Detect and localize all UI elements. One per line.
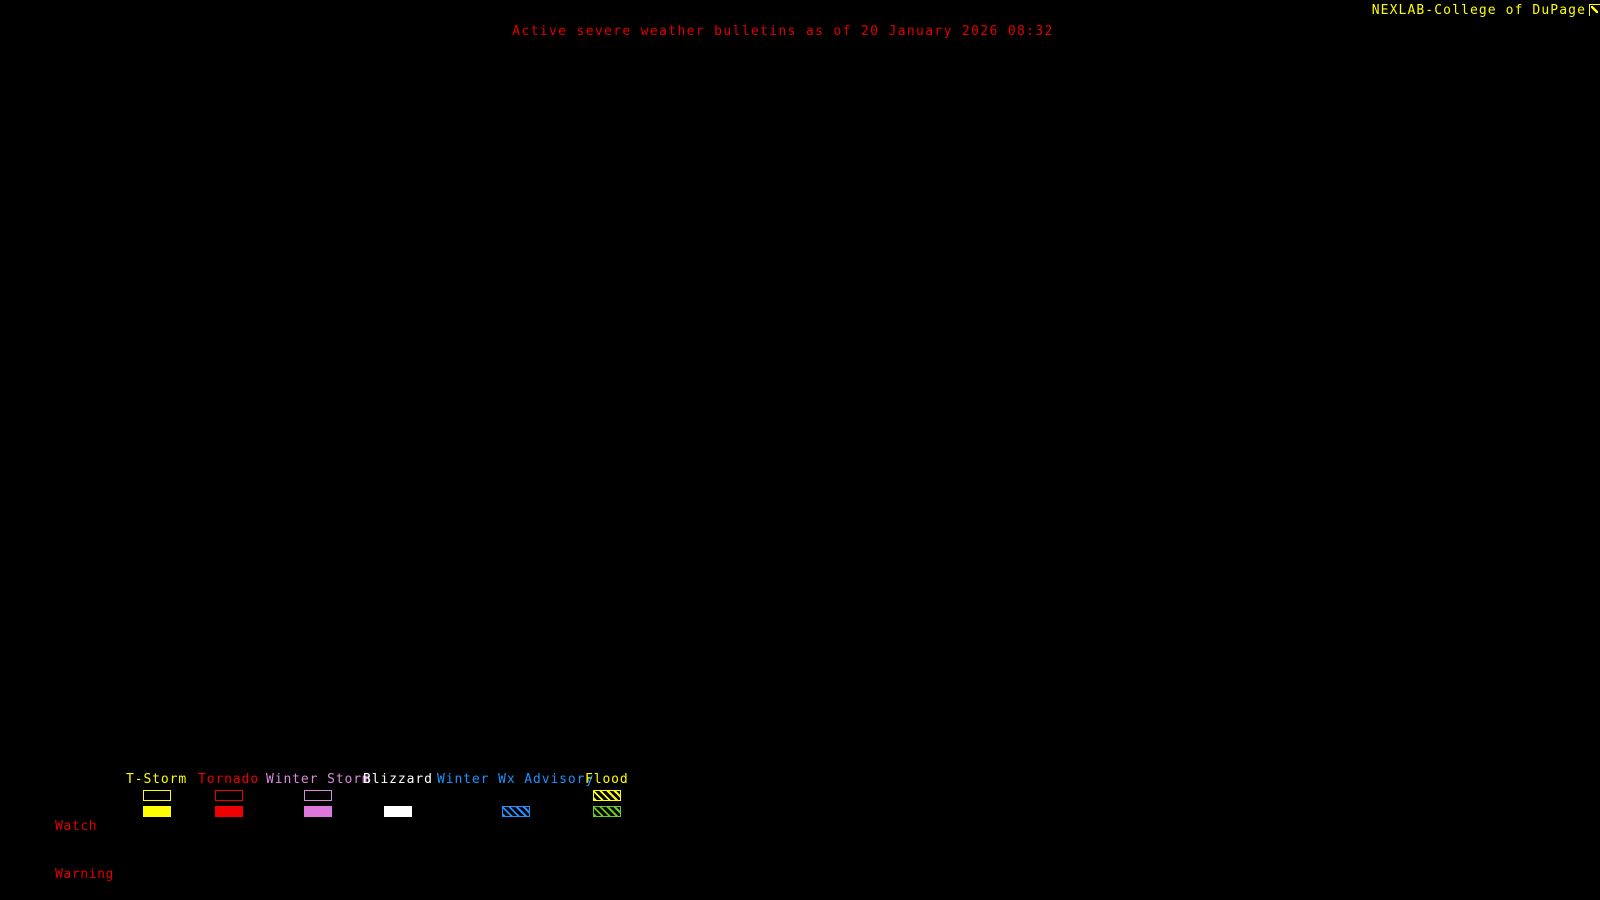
legend-warning-swatch bbox=[304, 805, 333, 817]
legend-watch-slot bbox=[198, 787, 259, 803]
legend-column-title: T-Storm bbox=[126, 772, 188, 787]
legend-warning-swatch bbox=[592, 805, 621, 817]
legend-warning-slot bbox=[585, 803, 629, 819]
legend-column-flood: Flood bbox=[585, 772, 629, 819]
legend-watch-swatch bbox=[142, 789, 171, 801]
map-canvas[interactable] bbox=[0, 44, 1600, 770]
clipped-box-arrow-icon bbox=[1589, 3, 1600, 16]
title-bar: Active severe weather bulletins as of 20… bbox=[0, 20, 1566, 39]
legend-column-winter-wx-advisory: Winter Wx Advisory bbox=[437, 772, 594, 819]
legend-warning-slot bbox=[126, 803, 187, 819]
page-title: Active severe weather bulletins as of 20… bbox=[512, 24, 1054, 39]
legend-column-blizzard: Blizzard bbox=[363, 772, 433, 819]
legend-row-label-warning: Warning bbox=[55, 867, 114, 882]
legend-warning-swatch bbox=[501, 805, 530, 817]
legend-column-title: Flood bbox=[585, 772, 629, 787]
legend-row-label-watch: Watch bbox=[55, 819, 98, 834]
legend: Watch Warning T-Storm Tornado Winter Storm… bbox=[0, 772, 1600, 882]
legend-watch-swatch bbox=[592, 789, 621, 801]
legend-watch-slot bbox=[585, 787, 629, 803]
legend-column-title: Winter Storm bbox=[266, 772, 371, 787]
legend-column-winter-storm: Winter Storm bbox=[266, 772, 371, 819]
legend-column-t-storm: T-Storm bbox=[126, 772, 187, 819]
legend-warning-swatch bbox=[383, 805, 412, 817]
legend-warning-swatch bbox=[214, 805, 243, 817]
legend-warning-slot bbox=[437, 803, 594, 819]
legend-column-tornado: Tornado bbox=[198, 772, 259, 819]
legend-column-title: Tornado bbox=[198, 772, 260, 787]
branding-label: NEXLAB-College of DuPage bbox=[1371, 3, 1586, 18]
legend-watch-slot bbox=[363, 787, 433, 803]
legend-column-title: Blizzard bbox=[363, 772, 433, 787]
legend-warning-swatch bbox=[142, 805, 171, 817]
legend-watch-swatch bbox=[304, 789, 333, 801]
legend-watch-slot bbox=[437, 787, 594, 803]
legend-column-title: Winter Wx Advisory bbox=[437, 772, 595, 787]
legend-watch-slot bbox=[126, 787, 187, 803]
legend-warning-slot bbox=[198, 803, 259, 819]
legend-watch-swatch bbox=[214, 789, 243, 801]
legend-warning-slot bbox=[266, 803, 371, 819]
legend-row-labels: Watch Warning bbox=[55, 787, 114, 900]
legend-watch-slot bbox=[266, 787, 371, 803]
branding: NEXLAB-College of DuPage bbox=[1372, 3, 1600, 18]
legend-warning-slot bbox=[363, 803, 433, 819]
